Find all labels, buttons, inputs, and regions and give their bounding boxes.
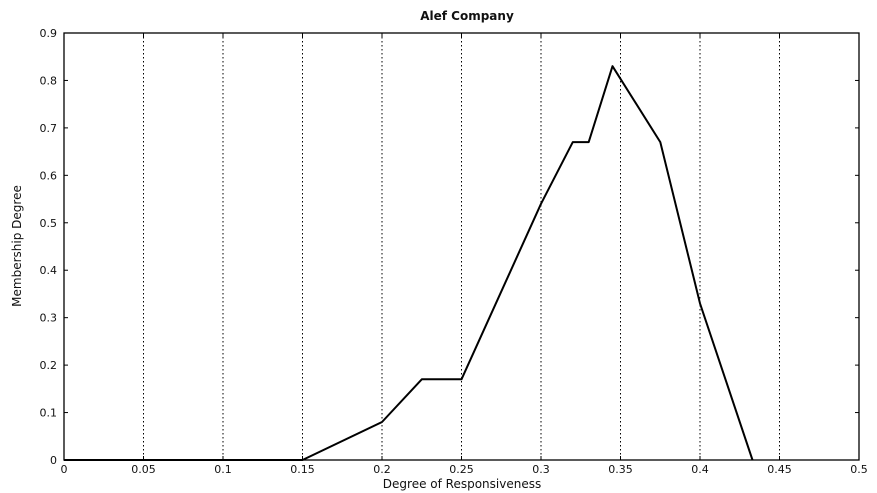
y-axis-ticks: 0 0.1 0.2 0.3 0.4 0.5 0.6 0.7 0.8 0.9	[40, 27, 859, 467]
y-axis-label: Membership Degree	[10, 185, 24, 307]
y-tick-label: 0.7	[40, 122, 58, 135]
y-tick-label: 0.8	[40, 74, 58, 87]
x-tick-label: 0.4	[691, 463, 709, 476]
y-tick-label: 0.2	[40, 359, 58, 372]
x-tick-label: 0.25	[449, 463, 474, 476]
x-axis-label: Degree of Responsiveness	[383, 477, 541, 491]
x-tick-label: 0.15	[290, 463, 315, 476]
x-tick-label: 0.35	[608, 463, 633, 476]
x-axis-ticks: 0 0.05 0.1 0.15 0.2 0.25 0.3 0.35 0.4 0.45 0.5	[61, 33, 868, 476]
x-tick-label: 0.45	[767, 463, 792, 476]
series-layer	[64, 65, 754, 461]
x-tick-label: 0.1	[214, 463, 232, 476]
x-tick-label: 0.3	[532, 463, 550, 476]
y-tick-label: 0.9	[40, 27, 58, 40]
x-tick-label: 0.05	[131, 463, 156, 476]
series-line	[64, 65, 754, 461]
x-tick-label: 0.5	[850, 463, 868, 476]
chart-title: Alef Company	[420, 9, 514, 23]
grid-lines	[143, 33, 780, 460]
y-tick-label: 0	[50, 454, 57, 467]
x-tick-label: 0.2	[373, 463, 391, 476]
y-tick-label: 0.3	[40, 312, 58, 325]
x-tick-label: 0	[61, 463, 68, 476]
y-tick-label: 0.1	[40, 407, 58, 420]
y-tick-label: 0.4	[40, 264, 58, 277]
y-tick-label: 0.6	[40, 169, 58, 182]
y-tick-label: 0.5	[40, 217, 58, 230]
